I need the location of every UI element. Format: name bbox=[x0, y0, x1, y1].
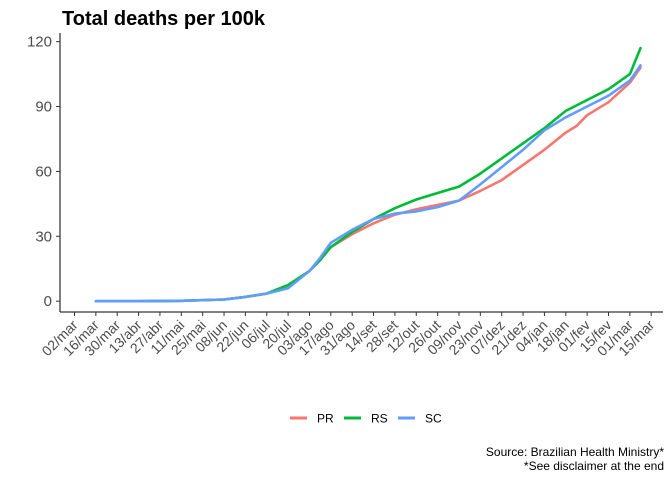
legend-label-rs: RS bbox=[371, 412, 388, 426]
series-lines bbox=[94, 46, 642, 303]
series-line-rs bbox=[94, 46, 642, 303]
y-tick-label: 60 bbox=[35, 163, 52, 180]
caption-source: Source: Brazilian Health Ministry* bbox=[486, 445, 664, 459]
y-tick-label: 120 bbox=[27, 34, 52, 51]
x-axis: 02/mar16/mar30/mar13/abr27/abr11/mai25/m… bbox=[38, 311, 663, 359]
series-line-sc bbox=[94, 64, 642, 303]
y-tick-label: 0 bbox=[44, 293, 52, 310]
legend: PR RS SC bbox=[290, 412, 442, 426]
y-axis: 0 30 60 90 120 bbox=[27, 33, 61, 312]
caption-disclaimer: *See disclaimer at the end bbox=[524, 459, 664, 473]
legend-label-sc: SC bbox=[425, 412, 442, 426]
y-tick-label: 90 bbox=[35, 99, 52, 116]
y-tick-label: 30 bbox=[35, 228, 52, 245]
chart-title: Total deaths per 100k bbox=[62, 8, 266, 30]
series-line-pr bbox=[94, 66, 642, 303]
legend-label-pr: PR bbox=[317, 412, 334, 426]
